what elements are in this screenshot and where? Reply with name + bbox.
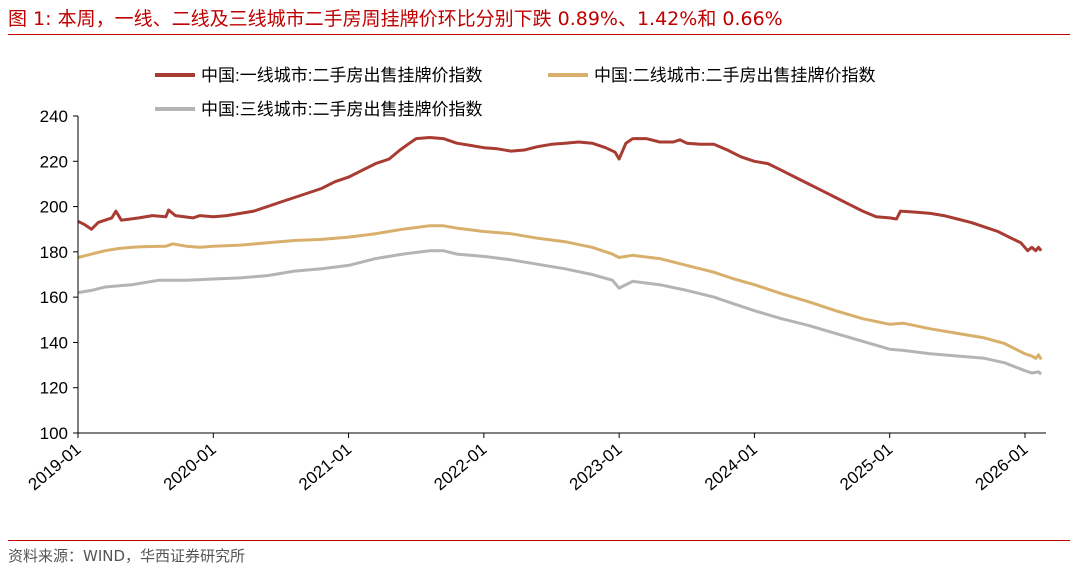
y-tick-label: 240 [40,107,68,126]
series-layer [77,136,1043,376]
axes: 100 120 140 160 180 200 220 240 2019-01 2020-01 20… [25,107,1046,494]
x-tick-label: 2022-01 [430,440,490,495]
x-tick-label: 2021-01 [295,440,355,495]
legend-label-3: 中国:三线城市:二手房出售挂牌价指数 [201,100,482,119]
x-tick-label: 2019-01 [25,440,85,495]
x-tick-label: 2023-01 [566,440,626,495]
x-tick-label: 2020-01 [160,440,220,495]
y-tick-label: 120 [40,379,68,398]
series-line-2 [77,224,1043,361]
legend-label-1: 中国:一线城市:二手房出售挂牌价指数 [201,66,482,85]
y-tick-label: 140 [40,333,68,352]
y-tick-label: 180 [40,243,68,262]
source-note: 资料来源：WIND，华西证券研究所 [8,547,246,565]
x-tick-label: 2025-01 [836,440,896,495]
series-line-3 [77,249,1043,376]
y-tick-label: 220 [40,152,68,171]
legend: 中国:一线城市:二手房出售挂牌价指数 中国:二线城市:二手房出售挂牌价指数中国:三… [155,66,875,119]
y-tick-label: 100 [40,424,68,443]
footer-divider [8,540,1070,541]
y-tick-label: 160 [40,288,68,307]
chart-title: 图 1: 本周，一线、二线及三线城市二手房周挂牌价环比分别下跌 0.89%、1.… [8,8,783,30]
y-tick-label: 200 [40,198,68,217]
x-tick-label: 2024-01 [701,440,761,495]
title-divider [8,34,1070,35]
x-tick-label: 2026-01 [972,440,1032,495]
legend-label-2: 中国:二线城市:二手房出售挂牌价指数 [594,66,875,85]
series-line-1 [77,136,1043,253]
